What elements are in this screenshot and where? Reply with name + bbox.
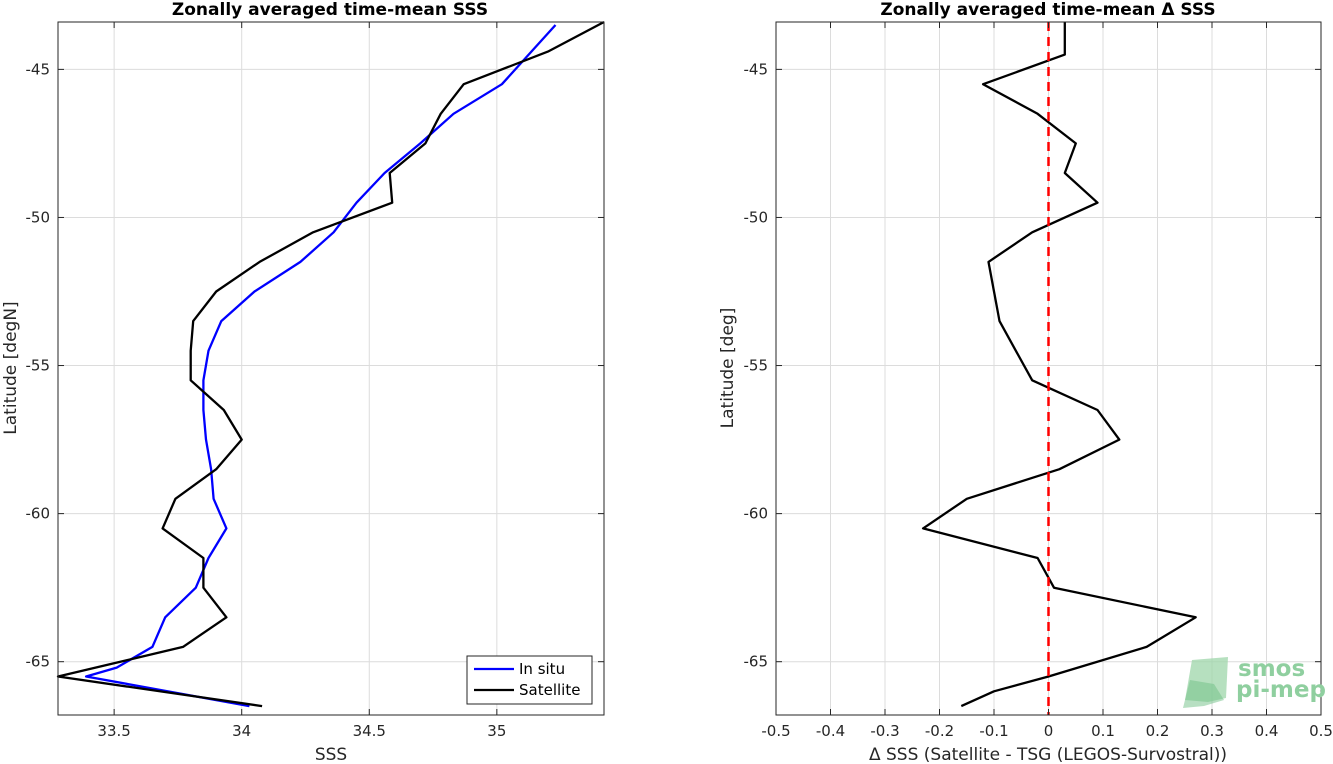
logo-line2: pi-mep	[1236, 677, 1326, 703]
left-grid	[58, 22, 604, 715]
right-x-tick-label: -0.2	[925, 722, 954, 740]
right-x-tick-label: 0.3	[1200, 722, 1224, 740]
left-y-tick-label: -45	[26, 60, 51, 78]
right-ticks: -0.5 -0.4 -0.3 -0.2 -0.1 0 0.1 0.2 0.3 0.4 0.5 -65 -…	[744, 22, 1333, 740]
right-x-tick-label: 0	[1044, 722, 1054, 740]
right-x-axis-label: Δ SSS (Satellite - TSG (LEGOS-Survostral…	[869, 745, 1227, 764]
right-x-tick-label: -0.4	[816, 722, 845, 740]
left-y-tick-label: -55	[26, 357, 51, 375]
legend-satellite-label: Satellite	[519, 681, 580, 699]
right-x-tick-label: 0.2	[1146, 722, 1170, 740]
right-x-tick-label: -0.1	[979, 722, 1008, 740]
left-y-axis-label: Latitude [degN]	[1, 301, 21, 434]
right-x-tick-label: 0.4	[1255, 722, 1279, 740]
left-ticks: 33.5 34 34.5 35 -65 -60 -55 -50 -45	[26, 22, 604, 740]
left-x-tick-label: 33.5	[97, 722, 130, 740]
right-y-tick-label: -45	[744, 60, 769, 78]
left-chart-title: Zonally averaged time-mean SSS	[172, 0, 488, 20]
smos-pi-mep-logo: smos pi-mep	[1183, 656, 1326, 708]
right-y-tick-label: -65	[744, 653, 769, 671]
right-y-tick-label: -55	[744, 357, 769, 375]
left-axes: Zonally averaged time-mean SSS 33.5 34 34.…	[1, 0, 605, 764]
left-series-line-satellite	[56, 20, 605, 708]
right-axes: Zonally averaged time-mean Δ SSS -0.5 -0.…	[718, 0, 1333, 764]
left-x-axis-label: SSS	[315, 745, 347, 764]
left-series-line-in-situ	[84, 24, 557, 708]
legend-box	[466, 655, 593, 705]
right-chart-title: Zonally averaged time-mean Δ SSS	[880, 0, 1215, 20]
right-x-tick-label: 0.5	[1309, 722, 1333, 740]
left-x-tick-label: 35	[487, 722, 506, 740]
right-series-line-delta-sss	[921, 22, 1197, 708]
left-y-tick-label: -50	[26, 208, 51, 226]
left-series	[56, 20, 605, 708]
right-x-tick-label: 0.1	[1091, 722, 1115, 740]
left-y-tick-label: -60	[26, 505, 51, 523]
logo-line1: smos	[1238, 656, 1305, 682]
left-plot-frame	[57, 21, 605, 716]
right-x-tick-label: -0.3	[870, 722, 899, 740]
logo-wave-shadow-icon	[1183, 680, 1224, 708]
left-x-tick-label: 34	[232, 722, 251, 740]
right-y-tick-label: -50	[744, 208, 769, 226]
left-x-tick-label: 34.5	[353, 722, 386, 740]
right-y-tick-label: -60	[744, 505, 769, 523]
right-series	[921, 22, 1197, 715]
legend-in-situ-label: In situ	[519, 660, 565, 678]
right-x-tick-label: -0.5	[761, 722, 790, 740]
left-y-tick-label: -65	[26, 653, 51, 671]
legend: In situ Satellite	[466, 655, 593, 705]
right-y-axis-label: Latitude [deg]	[718, 308, 738, 429]
